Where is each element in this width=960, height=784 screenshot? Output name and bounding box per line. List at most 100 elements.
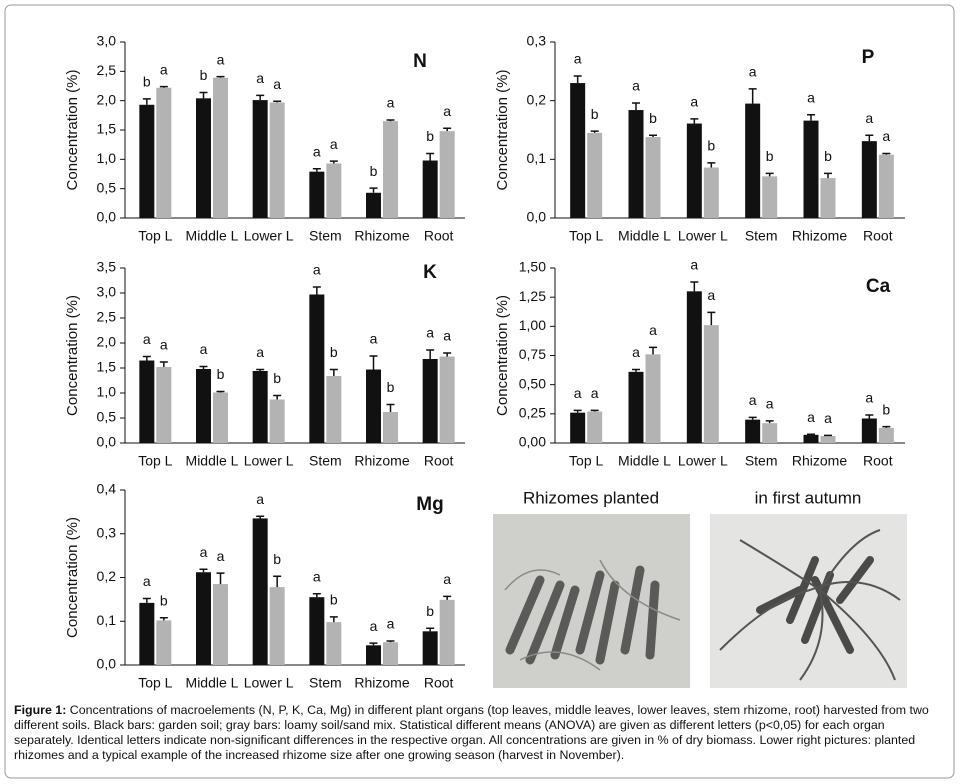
significance-letter: a — [387, 95, 395, 111]
error-bar — [369, 355, 378, 370]
bar — [252, 371, 268, 443]
significance-letter: a — [313, 568, 321, 584]
error-bar — [590, 130, 599, 133]
bar — [803, 434, 819, 443]
chart-title: P — [862, 47, 875, 68]
error-bar — [329, 368, 338, 376]
x-tick-label: Top L — [138, 228, 172, 244]
y-tick-label: 0,0 — [97, 656, 117, 672]
bar — [861, 141, 877, 218]
bar — [156, 87, 172, 218]
bar — [252, 100, 268, 218]
x-tick-label: Lower L — [244, 453, 294, 469]
significance-letter: b — [882, 401, 890, 417]
significance-letter: a — [766, 396, 774, 412]
significance-letter: a — [217, 548, 225, 564]
bar — [803, 120, 819, 218]
bar — [762, 176, 778, 218]
bar — [570, 83, 586, 218]
significance-letter: a — [256, 344, 264, 360]
bar — [326, 163, 342, 218]
x-tick-label: Lower L — [244, 228, 294, 244]
error-bar — [256, 368, 265, 371]
error-bar — [159, 617, 168, 621]
significance-letter: b — [143, 74, 151, 90]
y-tick-label: 0,0 — [97, 434, 117, 450]
bar — [309, 294, 325, 443]
significance-letter: a — [882, 128, 890, 144]
x-tick-label: Root — [424, 228, 454, 244]
bar — [326, 622, 342, 665]
x-tick-label: Top L — [569, 453, 603, 469]
error-bar — [426, 627, 435, 632]
caption-text: Concentrations of macroelements (N, P, K… — [14, 703, 929, 762]
y-tick-label: 1,25 — [519, 288, 546, 304]
x-tick-label: Top L — [138, 675, 172, 691]
error-bar — [707, 311, 716, 326]
bar — [703, 167, 719, 218]
x-tick-label: Root — [424, 675, 454, 691]
significance-letter: a — [807, 409, 815, 425]
bar — [878, 154, 894, 218]
bar — [156, 367, 172, 443]
bar — [139, 602, 155, 665]
y-tick-label: 2,0 — [97, 334, 117, 350]
error-bar — [765, 172, 774, 177]
significance-letter: a — [313, 143, 321, 159]
error-bar — [386, 403, 395, 412]
bar — [820, 178, 836, 218]
x-tick-label: Rhizome — [354, 228, 409, 244]
error-bar — [882, 152, 891, 155]
bar — [326, 376, 342, 443]
significance-letter: a — [865, 110, 873, 126]
significance-letter: a — [749, 392, 757, 408]
error-bar — [824, 434, 832, 437]
error-bar — [748, 416, 757, 420]
photo-background — [710, 514, 907, 688]
y-tick-label: 2,0 — [97, 91, 117, 107]
frame — [4, 4, 955, 779]
significance-letter: b — [426, 128, 434, 144]
error-bar — [590, 409, 599, 412]
significance-letter: b — [200, 67, 208, 83]
significance-letter: a — [443, 328, 451, 344]
bar — [269, 102, 285, 218]
error-bar — [369, 642, 378, 646]
error-bar — [649, 346, 657, 355]
significance-letter: a — [313, 262, 321, 278]
significance-letter: a — [707, 287, 715, 303]
error-bar — [142, 355, 151, 361]
bar — [139, 360, 155, 443]
y-tick-label: 0,1 — [97, 612, 117, 628]
error-bar — [443, 595, 452, 600]
y-tick-label: 0,5 — [97, 409, 117, 425]
significance-letter: a — [632, 78, 640, 94]
significance-letter: a — [387, 616, 395, 632]
x-tick-label: Rhizome — [792, 228, 847, 244]
x-tick-label: Rhizome — [354, 675, 409, 691]
error-bar — [426, 349, 435, 359]
y-axis-label: Concentration (%) — [64, 70, 81, 191]
error-bar — [199, 91, 208, 99]
x-tick-label: Middle L — [618, 453, 671, 469]
significance-letter: a — [256, 491, 264, 507]
bar — [383, 121, 398, 218]
chart-title: K — [423, 262, 437, 283]
y-tick-label: 3,0 — [97, 284, 117, 300]
significance-letter: b — [649, 110, 657, 126]
bar — [645, 354, 661, 443]
bar — [745, 419, 761, 443]
error-bar — [329, 616, 338, 623]
bar — [645, 137, 661, 218]
significance-letter: a — [574, 385, 582, 401]
significance-letter: a — [160, 337, 168, 353]
bar — [196, 98, 211, 218]
caption: Figure 1: Concentrations of macroelement… — [14, 703, 944, 763]
y-tick-label: 2,5 — [97, 62, 117, 78]
error-bar — [882, 425, 891, 428]
error-bar — [386, 640, 395, 643]
error-bar — [807, 113, 815, 121]
significance-letter: a — [443, 571, 451, 587]
error-bar — [690, 118, 699, 124]
bar — [439, 131, 455, 218]
